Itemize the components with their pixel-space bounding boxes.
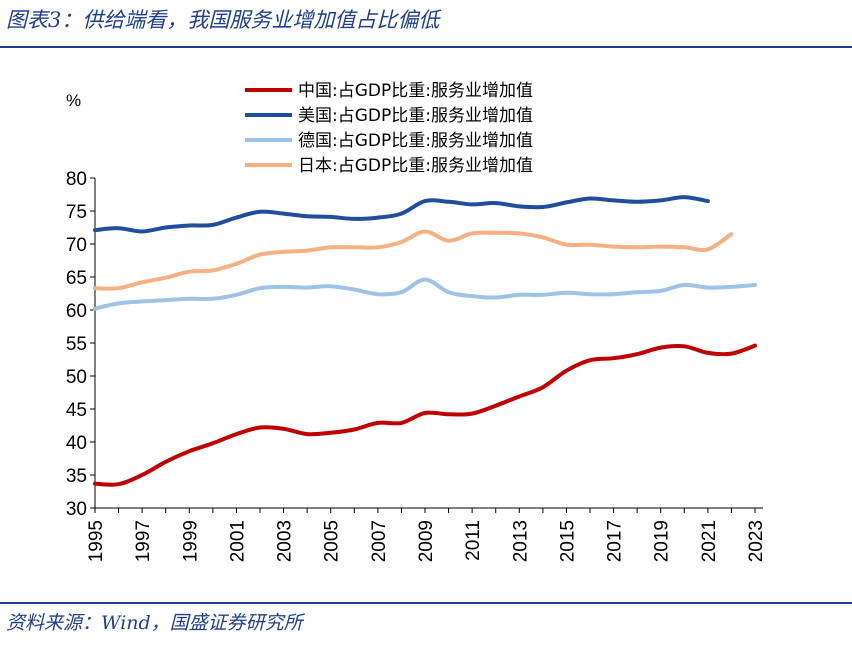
legend-label-4: 日本:占GDP比重:服务业增加值	[298, 156, 533, 176]
x-tick-label: 2023	[746, 520, 767, 562]
y-tick-label: 65	[66, 268, 87, 289]
series-lines	[93, 195, 757, 487]
x-tick-label: 1995	[86, 520, 107, 562]
chart-title: 图表3：供给端看，我国服务业增加值占比偏低	[6, 8, 440, 32]
series-line-4	[93, 229, 734, 291]
y-unit-label: %	[66, 91, 81, 110]
y-tick-label: 55	[66, 334, 87, 355]
x-tick-label: 2017	[605, 520, 626, 562]
y-tick-label: 75	[66, 202, 87, 223]
x-tick-label: 2013	[510, 520, 531, 562]
x-tick-label: 2007	[369, 520, 390, 562]
x-tick-label: 2005	[322, 520, 343, 562]
legend-label-2: 美国:占GDP比重:服务业增加值	[298, 106, 533, 126]
legend: 中国:占GDP比重:服务业增加值美国:占GDP比重:服务业增加值德国:占GDP比…	[245, 81, 533, 176]
top-rule	[0, 46, 852, 48]
legend-label-1: 中国:占GDP比重:服务业增加值	[298, 81, 533, 101]
x-tick-label: 2003	[275, 520, 296, 562]
y-tick-label: 30	[66, 499, 87, 520]
y-tick-label: 60	[66, 301, 87, 322]
y-tick-label: 70	[66, 235, 87, 256]
source-note: 资料来源：Wind，国盛证券研究所	[6, 612, 303, 634]
y-tick-label: 50	[66, 367, 87, 388]
x-tick-labels: 1995 1997 1999 2001 2003 2005 2007 2009 2011 2013…	[86, 520, 767, 562]
y-tick-label: 80	[66, 169, 87, 190]
x-tick-label: 2009	[416, 520, 437, 562]
y-tick-labels: 30 35 40 45 50 55 60 65 70 75 80	[66, 169, 87, 520]
series-line-1	[93, 343, 757, 487]
x-tick-label: 2001	[227, 520, 248, 562]
axes	[90, 177, 763, 513]
x-tick-label: 2019	[652, 520, 673, 562]
x-tick-label: 2011	[463, 520, 484, 561]
x-tick-label: 2021	[699, 520, 720, 562]
bottom-rule	[0, 602, 852, 604]
y-tick-label: 35	[66, 466, 87, 487]
x-tick-label: 1999	[180, 520, 201, 562]
series-line-2	[93, 195, 710, 234]
series-line-3	[93, 277, 757, 311]
y-tick-label: 45	[66, 400, 87, 421]
line-chart: % 中国:占GDP比重:服务业增加值美国:占GDP比重:服务业增加值德国:占GD…	[66, 81, 767, 562]
x-tick-label: 1997	[133, 520, 154, 562]
y-tick-label: 40	[66, 433, 87, 454]
legend-label-3: 德国:占GDP比重:服务业增加值	[298, 131, 533, 151]
x-tick-label: 2015	[557, 520, 578, 562]
